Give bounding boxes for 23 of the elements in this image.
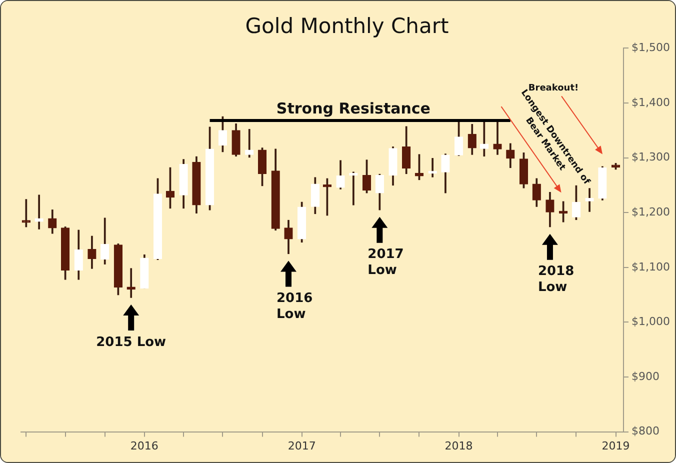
annotation: Strong Resistance [276, 99, 430, 118]
y-tick-label: $1,500 [632, 41, 670, 54]
y-tick-label: $1,300 [632, 150, 670, 164]
chart-title: Gold Monthly Chart [245, 14, 449, 38]
x-tick-label: 2016 [130, 439, 158, 452]
annotation: 2015 Low [96, 334, 166, 350]
y-tick-label: $800 [632, 424, 660, 438]
candlestick [585, 188, 594, 212]
annotation: 2016 Low [276, 291, 313, 322]
x-tick-label: 2018 [444, 439, 473, 452]
y-tick-label: $1,100 [632, 260, 670, 274]
annotation: Breakout! [528, 84, 579, 94]
y-tick-label: $1,400 [632, 96, 670, 109]
y-tick-label: $900 [632, 370, 660, 383]
y-tick-label: $1,000 [632, 315, 670, 328]
annotation: 2017 Low [368, 247, 404, 278]
candlestick [493, 122, 502, 155]
x-tick-label: 2017 [288, 439, 316, 452]
annotation: 2018 Low [538, 264, 574, 296]
y-tick-label: $1,200 [632, 205, 670, 218]
candlestick [480, 122, 488, 156]
candlestick [22, 199, 30, 228]
x-tick-label: 2019 [602, 439, 630, 452]
